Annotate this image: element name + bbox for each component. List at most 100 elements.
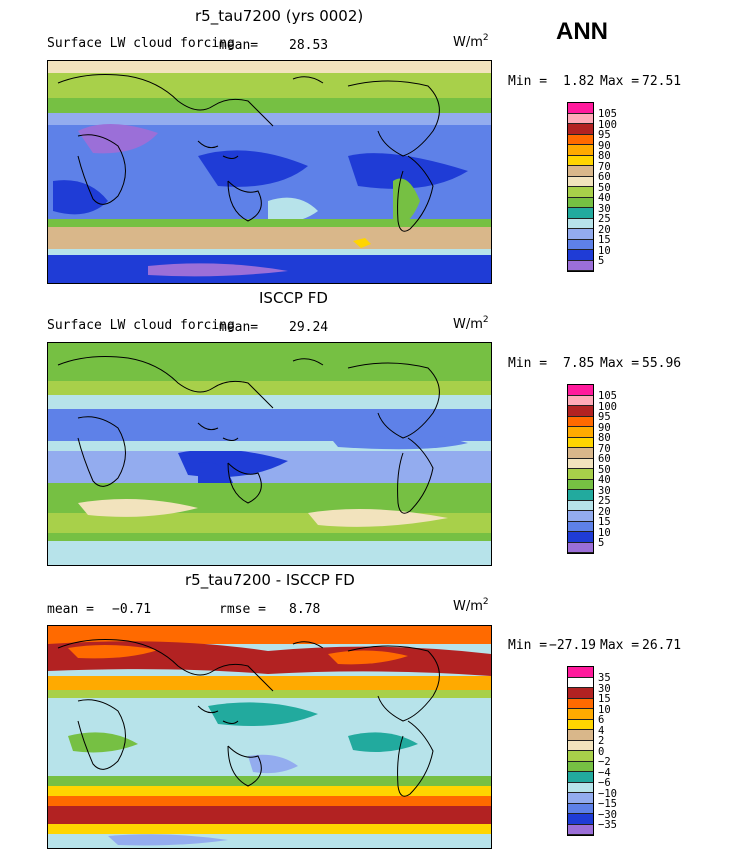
colorbar-tick-label: 6 [598,714,605,726]
colorbar-tick-label: 60 [598,171,611,183]
panel-1-max-value: 72.51 [642,74,682,89]
colorbar-tick-label: −6 [598,777,611,789]
panel-2-title: ISCCP FD [259,289,328,307]
colorbar-tick-label: 0 [598,745,605,758]
panel-3-rmse-value: 8.78 [289,602,321,617]
colorbar-swatch [568,103,593,114]
colorbar-tick-label: 100 [598,400,617,413]
panel-1-min-label: Min = [508,74,548,89]
colorbar-swatch [568,239,593,250]
colorbar-tick-label: 15 [598,516,611,528]
panel-2-colorbar-labels: 105 100 95 90 80 70 60 50 40 30 25 20 15 10 5 [598,391,658,549]
colorbar-tick-label: 20 [598,505,611,518]
panel-3-colorbar-labels: 35 30 15 10 6 4 2 0 −2 −4 −6 −10 −15 −30 −35 [598,673,658,831]
colorbar-swatch [568,176,593,187]
colorbar-tick-label: −10 [598,787,617,800]
panel-2-max-label: Max = [600,356,640,371]
colorbar-swatch [568,187,593,198]
panel-3-max-value: 26.71 [642,638,682,653]
panel-3-title: r5_tau7200 - ISCCP FD [185,571,355,589]
panel-2-map [47,342,492,566]
panel-1-min-value: 1.82 [563,74,595,89]
colorbar-tick-label: 100 [598,118,617,131]
panel-3-min-value: −27.19 [549,638,596,653]
colorbar-tick-label: 10 [598,244,611,257]
colorbar-tick-label: 5 [598,537,605,549]
colorbar-tick-label: 30 [598,484,611,497]
panel-2-min-label: Min = [508,356,548,371]
colorbar-swatch [568,772,593,783]
colorbar-swatch [568,698,593,709]
colorbar-tick-label: 35 [598,672,611,684]
colorbar-tick-label: 95 [598,411,611,423]
colorbar-swatch [568,197,593,208]
colorbar-swatch [568,406,593,417]
colorbar-swatch [568,260,593,271]
colorbar-swatch [568,677,593,688]
colorbar-swatch [568,385,593,396]
colorbar-swatch [568,113,593,124]
colorbar-swatch [568,542,593,553]
colorbar-tick-label: 80 [598,432,611,444]
colorbar-swatch [568,709,593,720]
panel-3-min-label: Min = [508,638,548,653]
colorbar-swatch [568,124,593,135]
colorbar-swatch [568,416,593,427]
colorbar-tick-label: −30 [598,808,617,821]
colorbar-tick-label: −15 [598,798,617,810]
colorbar-swatch [568,395,593,406]
colorbar-swatch [568,751,593,762]
colorbar-swatch [568,500,593,511]
colorbar-tick-label: 10 [598,526,611,539]
colorbar-swatch [568,490,593,501]
colorbar-tick-label: 80 [598,150,611,162]
colorbar-tick-label: 15 [598,693,611,705]
colorbar-tick-label: 25 [598,495,611,507]
colorbar-tick-label: 25 [598,213,611,225]
colorbar-tick-label: 2 [598,735,605,747]
colorbar-tick-label: 30 [598,682,611,695]
colorbar-swatch [568,479,593,490]
colorbar-swatch [568,719,593,730]
panel-1-map [47,60,492,284]
colorbar-swatch [568,761,593,772]
colorbar-tick-label: 4 [598,724,605,737]
colorbar-swatch [568,448,593,459]
colorbar-swatch [568,166,593,177]
colorbar-swatch [568,532,593,543]
panel-2-mean-value: 29.24 [289,320,329,335]
panel-2-map-svg [48,343,491,565]
colorbar-swatch [568,155,593,166]
colorbar-swatch [568,229,593,240]
colorbar-swatch [568,793,593,804]
colorbar-tick-label: 90 [598,421,611,434]
colorbar-tick-label: 5 [598,255,605,267]
colorbar-swatch [568,218,593,229]
panel-3-colorbar [567,666,594,836]
colorbar-swatch [568,740,593,751]
colorbar-tick-label: 70 [598,442,611,455]
panel-3-rmse-label: rmse = [219,602,266,617]
panel-2-max-value: 55.96 [642,356,682,371]
colorbar-tick-label: −4 [598,766,611,779]
panel-1-title: r5_tau7200 (yrs 0002) [195,7,364,25]
colorbar-swatch [568,134,593,145]
panel-1-colorbar [567,102,594,272]
colorbar-swatch [568,782,593,793]
panel-2-min-value: 7.85 [563,356,595,371]
colorbar-swatch [568,688,593,699]
colorbar-swatch [568,803,593,814]
colorbar-swatch [568,427,593,438]
colorbar-swatch [568,667,593,678]
colorbar-tick-label: 50 [598,463,611,476]
colorbar-tick-label: 70 [598,160,611,173]
colorbar-tick-label: 50 [598,181,611,194]
colorbar-swatch [568,458,593,469]
colorbar-tick-label: 30 [598,202,611,215]
panel-1-variable: Surface LW cloud forcing [47,36,235,51]
colorbar-tick-label: 60 [598,453,611,465]
colorbar-swatch [568,824,593,835]
colorbar-swatch [568,814,593,825]
colorbar-tick-label: −35 [598,819,617,831]
colorbar-tick-label: 15 [598,234,611,246]
